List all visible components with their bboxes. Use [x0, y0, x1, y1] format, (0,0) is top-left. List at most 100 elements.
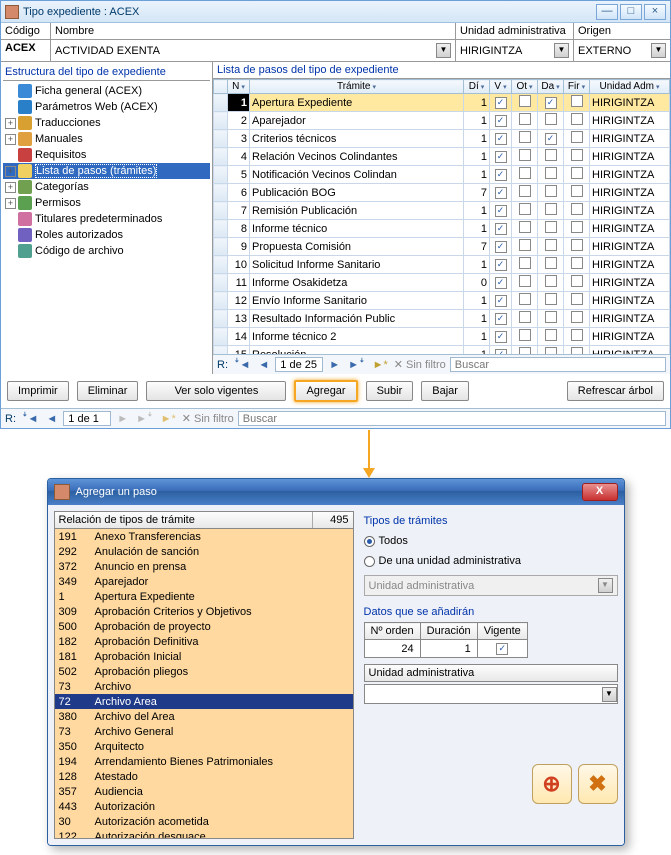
checkbox-icon[interactable] [519, 131, 531, 143]
checkbox-icon[interactable]: ✓ [545, 97, 557, 109]
table-row[interactable]: 10Solicitud Informe Sanitario1✓HIRIGINTZ… [214, 256, 670, 274]
orden-value[interactable]: 24 [364, 640, 420, 658]
radio-deuna[interactable]: De una unidad administrativa [364, 551, 618, 571]
column-header[interactable]: N▾ [228, 80, 250, 94]
nav-new-icon[interactable]: ►* [371, 359, 390, 371]
tree-item[interactable]: +Lista de pasos (trámites) [3, 163, 210, 179]
print-button[interactable]: Imprimir [7, 381, 69, 401]
checkbox-icon[interactable] [519, 257, 531, 269]
table-row[interactable]: 1Apertura Expediente1✓✓HIRIGINTZA [214, 94, 670, 112]
checkbox-icon[interactable] [519, 293, 531, 305]
expand-icon[interactable]: + [5, 198, 16, 209]
tree-item[interactable]: Ficha general (ACEX) [3, 83, 210, 99]
list-item[interactable]: 349Aparejador [55, 574, 353, 589]
list-item[interactable]: 72Archivo Area [55, 694, 353, 709]
refresh-button[interactable]: Refrescar árbol [567, 381, 664, 401]
checkbox-icon[interactable] [519, 203, 531, 215]
checkbox-icon[interactable]: ✓ [495, 115, 507, 127]
checkbox-icon[interactable] [571, 113, 583, 125]
column-header[interactable]: Unidad Adm▾ [590, 80, 670, 94]
nav-last-icon[interactable]: ►ꜜ [346, 359, 366, 371]
list-item[interactable]: 194Arrendamiento Bienes Patrimoniales [55, 754, 353, 769]
radio-todos[interactable]: Todos [364, 531, 618, 551]
expand-icon[interactable]: + [5, 118, 16, 129]
list-item[interactable]: 372Anuncio en prensa [55, 559, 353, 574]
checkbox-icon[interactable] [545, 239, 557, 251]
checkbox-icon[interactable] [545, 167, 557, 179]
list-item[interactable]: 128Atestado [55, 769, 353, 784]
checkbox-icon[interactable] [545, 113, 557, 125]
vig-value[interactable]: ✓ [477, 640, 527, 658]
checkbox-icon[interactable] [519, 113, 531, 125]
nav-nofilter[interactable]: ✕ Sin filtro [394, 358, 446, 371]
checkbox-icon[interactable] [545, 275, 557, 287]
nav-next-icon[interactable]: ► [327, 359, 342, 371]
nav-first-icon[interactable]: ꜜ◄ [232, 359, 252, 371]
up-button[interactable]: Subir [366, 381, 414, 401]
nav2-new-icon[interactable]: ►* [159, 413, 178, 425]
value-ua[interactable]: HIRIGINTZA▼ [456, 40, 574, 61]
checkbox-icon[interactable]: ✓ [495, 205, 507, 217]
checkbox-icon[interactable] [545, 311, 557, 323]
dialog-cancel-button[interactable]: ✖ [578, 764, 618, 804]
column-header[interactable]: Fir▾ [564, 80, 590, 94]
checkbox-icon[interactable] [571, 347, 583, 354]
vigentes-button[interactable]: Ver solo vigentes [146, 381, 286, 401]
table-row[interactable]: 6Publicación BOG7✓HIRIGINTZA [214, 184, 670, 202]
nav-position[interactable] [275, 357, 323, 372]
list-item[interactable]: 1Apertura Expediente [55, 589, 353, 604]
expand-icon[interactable]: + [5, 134, 16, 145]
checkbox-icon[interactable]: ✓ [495, 97, 507, 109]
list-item[interactable]: 309Aprobación Criterios y Objetivos [55, 604, 353, 619]
dur-value[interactable]: 1 [420, 640, 477, 658]
tramite-list[interactable]: 191Anexo Transferencias292Anulación de s… [54, 529, 354, 839]
checkbox-icon[interactable] [545, 347, 557, 354]
list-item[interactable]: 73Archivo [55, 679, 353, 694]
list-item[interactable]: 380Archivo del Area [55, 709, 353, 724]
column-header[interactable] [214, 80, 228, 94]
column-header[interactable]: Dí▾ [464, 80, 490, 94]
table-row[interactable]: 2Aparejador1✓HIRIGINTZA [214, 112, 670, 130]
checkbox-icon[interactable] [545, 203, 557, 215]
checkbox-icon[interactable] [519, 239, 531, 251]
checkbox-icon[interactable]: ✓ [495, 313, 507, 325]
checkbox-icon[interactable] [545, 329, 557, 341]
checkbox-icon[interactable] [519, 347, 531, 354]
list-item[interactable]: 350Arquitecto [55, 739, 353, 754]
checkbox-icon[interactable] [571, 239, 583, 251]
nav2-first-icon[interactable]: ꜜ◄ [20, 413, 40, 425]
list-item[interactable]: 30Autorización acometida [55, 814, 353, 829]
checkbox-icon[interactable] [571, 131, 583, 143]
checkbox-icon[interactable] [571, 293, 583, 305]
nav2-next-icon[interactable]: ► [115, 413, 130, 425]
checkbox-icon[interactable]: ✓ [495, 295, 507, 307]
table-row[interactable]: 4Relación Vecinos Colindantes1✓HIRIGINTZ… [214, 148, 670, 166]
list-item[interactable]: 292Anulación de sanción [55, 544, 353, 559]
list-item[interactable]: 443Autorización [55, 799, 353, 814]
checkbox-icon[interactable] [571, 203, 583, 215]
tree-item[interactable]: +Manuales [3, 131, 210, 147]
list-item[interactable]: 502Aprobación pliegos [55, 664, 353, 679]
add-button[interactable]: Agregar [294, 380, 357, 402]
nav2-nofilter[interactable]: ✕ Sin filtro [182, 412, 234, 425]
checkbox-icon[interactable] [519, 275, 531, 287]
nav2-search[interactable] [238, 411, 666, 426]
table-row[interactable]: 11Informe Osakidetza0✓HIRIGINTZA [214, 274, 670, 292]
checkbox-icon[interactable]: ✓ [495, 223, 507, 235]
tree-item[interactable]: Titulares predeterminados [3, 211, 210, 227]
checkbox-icon[interactable]: ✓ [495, 241, 507, 253]
table-row[interactable]: 9Propuesta Comisión7✓HIRIGINTZA [214, 238, 670, 256]
nav2-position[interactable] [63, 411, 111, 426]
table-row[interactable]: 7Remisión Publicación1✓HIRIGINTZA [214, 202, 670, 220]
checkbox-icon[interactable] [571, 167, 583, 179]
checkbox-icon[interactable] [545, 185, 557, 197]
table-row[interactable]: 15Resolución1✓HIRIGINTZA [214, 346, 670, 355]
value-origen[interactable]: EXTERNO▼ [574, 40, 670, 61]
list-item[interactable]: 191Anexo Transferencias [55, 529, 353, 544]
checkbox-icon[interactable] [571, 257, 583, 269]
checkbox-icon[interactable] [571, 149, 583, 161]
checkbox-icon[interactable] [545, 149, 557, 161]
column-header[interactable]: Ot▾ [512, 80, 538, 94]
table-row[interactable]: 14Informe técnico 21✓HIRIGINTZA [214, 328, 670, 346]
table-row[interactable]: 5Notificación Vecinos Colindan1✓HIRIGINT… [214, 166, 670, 184]
